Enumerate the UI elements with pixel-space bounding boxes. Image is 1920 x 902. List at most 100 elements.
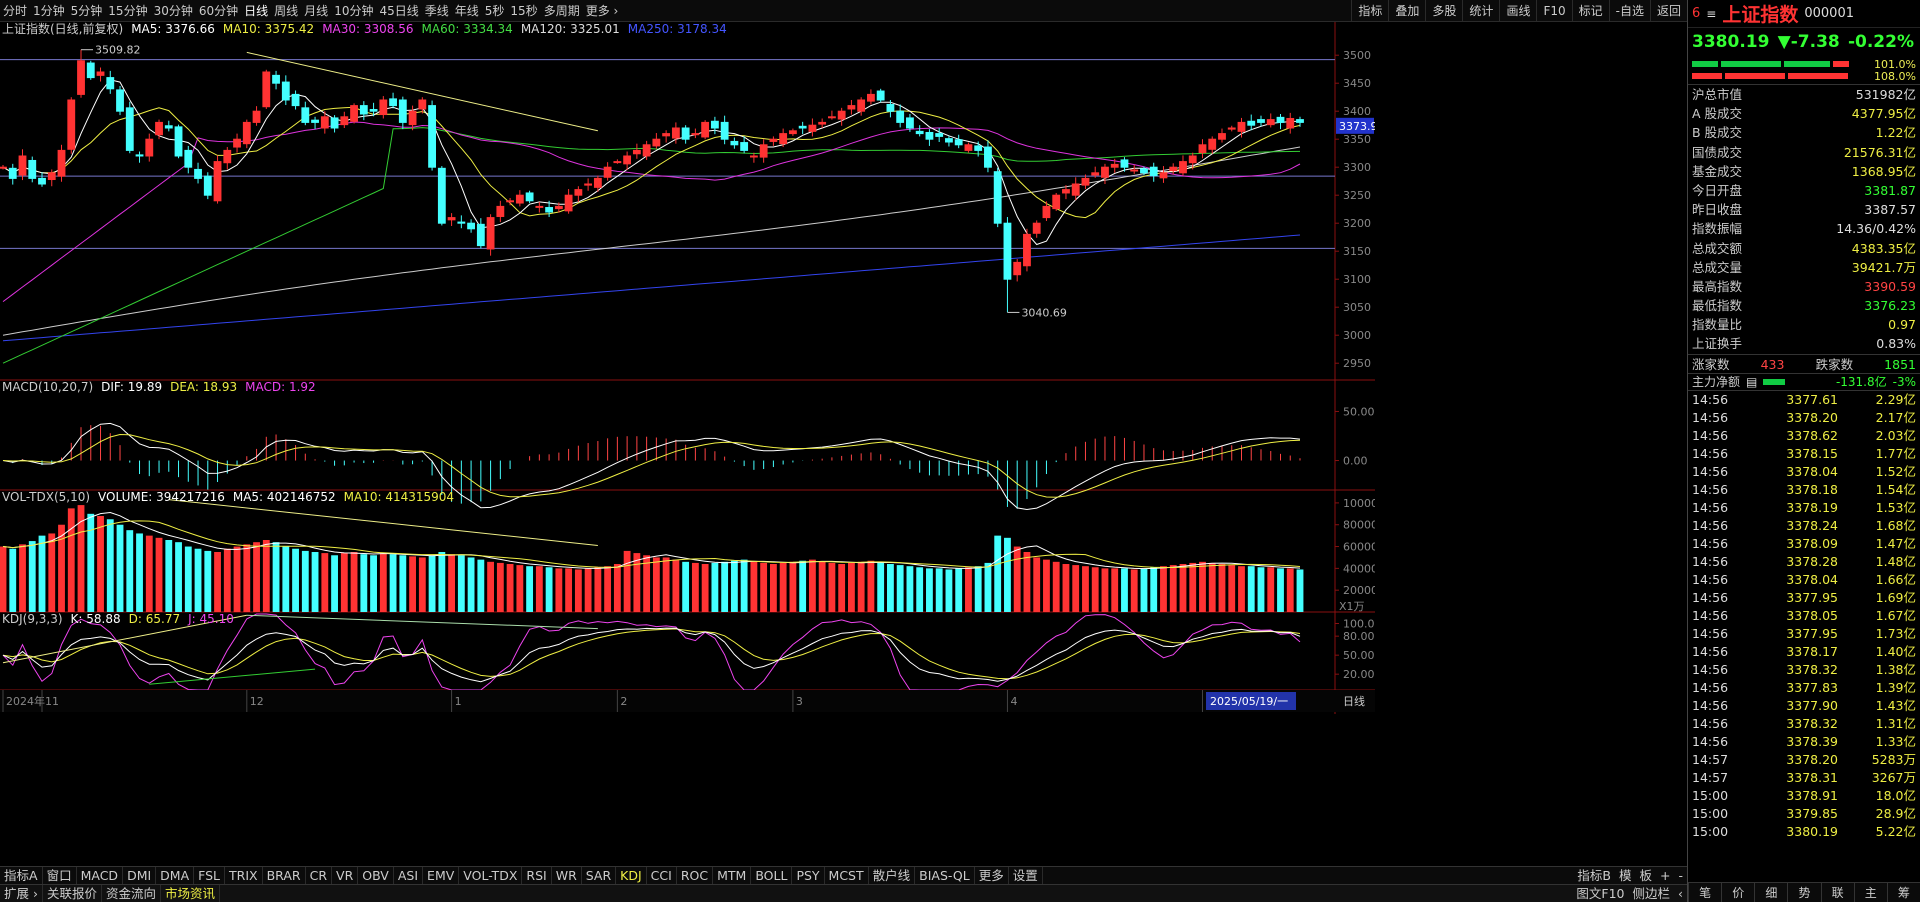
period-tab[interactable]: 1分钟 bbox=[33, 3, 65, 18]
quote-tab[interactable]: 笔 bbox=[1688, 883, 1721, 902]
indicator-tab[interactable]: CR bbox=[306, 866, 333, 885]
indicator-tab[interactable]: KDJ bbox=[616, 866, 647, 885]
indicator-tab[interactable]: MCST bbox=[825, 866, 869, 885]
tool-button[interactable]: F10 bbox=[1536, 0, 1571, 22]
status-button[interactable]: 侧边栏 bbox=[1632, 885, 1670, 901]
indicator-right-button[interactable]: 板 bbox=[1639, 867, 1652, 883]
stat-label: 上证换手 bbox=[1692, 336, 1743, 352]
candle-body bbox=[125, 107, 134, 151]
status-tab[interactable]: 资金流向 bbox=[102, 884, 162, 902]
status-tab[interactable]: 关联报价 bbox=[43, 884, 102, 902]
tool-button[interactable]: -自选 bbox=[1608, 0, 1650, 22]
status-button[interactable]: 图文F10 bbox=[1576, 885, 1625, 901]
indicator-tab[interactable]: BIAS-QL bbox=[915, 866, 975, 885]
tool-button[interactable]: 叠加 bbox=[1388, 0, 1425, 22]
indicator-tab[interactable]: ROC bbox=[677, 866, 714, 885]
volume-bar bbox=[945, 569, 953, 612]
period-tab[interactable]: 月线 bbox=[304, 3, 329, 18]
stat-row: 最高指数 3390.59 bbox=[1688, 277, 1920, 296]
volume-bar bbox=[887, 564, 894, 612]
indicator-tab[interactable]: SAR bbox=[582, 866, 617, 885]
indicator-right-button[interactable]: 模 bbox=[1618, 867, 1632, 883]
chart-area[interactable]: 2950300030503100315032003250330033503400… bbox=[0, 22, 1375, 866]
indicator-tab[interactable]: RSI bbox=[522, 866, 552, 885]
indicator-tab[interactable]: VOL-TDX bbox=[459, 866, 523, 885]
tick-list[interactable]: 14:56 3377.61 2.29亿 14:56 3378.20 2.17亿 14:56 3… bbox=[1688, 391, 1920, 841]
status-tab[interactable]: 扩展 › bbox=[0, 884, 43, 902]
period-tab[interactable]: 周线 bbox=[274, 3, 299, 18]
quote-tab[interactable]: 价 bbox=[1721, 883, 1754, 902]
indicator-tab[interactable]: FSL bbox=[194, 866, 226, 885]
candle-body bbox=[1130, 169, 1139, 172]
quote-tab[interactable]: 筹 bbox=[1886, 883, 1920, 902]
indicator-tab[interactable]: VR bbox=[332, 866, 359, 885]
tool-button[interactable]: 统计 bbox=[1462, 0, 1499, 22]
candle-body bbox=[584, 183, 593, 186]
status-button[interactable]: ‹ bbox=[1678, 885, 1683, 901]
tick-volume: 1.54亿 bbox=[1875, 481, 1916, 497]
candle-body bbox=[525, 192, 534, 202]
kdj-j-line bbox=[2, 613, 1301, 691]
flow-table-icon[interactable]: ▤ bbox=[1746, 374, 1758, 389]
indicator-tab[interactable]: TRIX bbox=[225, 866, 263, 885]
indicator-tab[interactable]: 更多 bbox=[975, 866, 1009, 885]
quote-tab[interactable]: 细 bbox=[1754, 883, 1787, 902]
candle-body bbox=[1081, 177, 1090, 186]
quote-tab[interactable]: 联 bbox=[1820, 883, 1854, 902]
indicator-right-button[interactable]: 指标B bbox=[1577, 867, 1611, 883]
indicator-right-button[interactable]: - bbox=[1678, 867, 1683, 883]
period-tab[interactable]: 分时 bbox=[3, 3, 28, 18]
menu-icon[interactable]: ≡ bbox=[1706, 6, 1717, 21]
candle-body bbox=[330, 117, 339, 129]
volume-bar bbox=[682, 561, 690, 612]
indicator-tab[interactable]: 设置 bbox=[1009, 866, 1043, 885]
indicator-tab[interactable]: MACD bbox=[77, 866, 124, 885]
tick-volume: 1.66亿 bbox=[1875, 571, 1916, 587]
tool-button[interactable]: 标记 bbox=[1571, 0, 1609, 22]
candle-body bbox=[1257, 119, 1265, 123]
quote-tab[interactable]: 势 bbox=[1787, 883, 1820, 902]
period-tab[interactable]: 多周期 bbox=[543, 3, 580, 18]
current-price-label: 3373.9 bbox=[1339, 120, 1375, 133]
candle-body bbox=[652, 138, 661, 147]
indicator-tab[interactable]: CCI bbox=[647, 866, 677, 885]
indicator-right-button[interactable]: + bbox=[1660, 867, 1671, 883]
indicator-tab[interactable]: OBV bbox=[358, 866, 394, 885]
period-tab[interactable]: 5秒 bbox=[484, 3, 505, 18]
period-tab[interactable]: 10分钟 bbox=[334, 3, 374, 18]
indicator-tab[interactable]: 散户线 bbox=[869, 866, 916, 885]
indicator-tab[interactable]: PSY bbox=[792, 866, 825, 885]
indicator-tab[interactable]: DMA bbox=[156, 866, 195, 885]
indicator-tab[interactable]: ASI bbox=[394, 866, 424, 885]
period-tab[interactable]: 5分钟 bbox=[70, 3, 103, 18]
indicator-tab[interactable]: 窗口 bbox=[43, 866, 77, 885]
tool-button[interactable]: 指标 bbox=[1351, 0, 1388, 22]
tool-button[interactable]: 返回 bbox=[1649, 0, 1687, 22]
period-tab[interactable]: 15分钟 bbox=[108, 3, 148, 18]
volume-axis-label: 100000 bbox=[1343, 497, 1375, 510]
period-tab[interactable]: 60分钟 bbox=[198, 3, 239, 18]
indicator-tab[interactable]: 指标A bbox=[0, 866, 43, 885]
quote-tab[interactable]: 主 bbox=[1853, 883, 1887, 902]
period-tab[interactable]: 更多 › bbox=[585, 3, 619, 18]
tool-button[interactable]: 画线 bbox=[1499, 0, 1536, 22]
period-tab[interactable]: 15秒 bbox=[510, 3, 538, 18]
period-tab[interactable]: 季线 bbox=[424, 3, 449, 18]
status-tab[interactable]: 市场资讯 bbox=[161, 884, 221, 902]
indicator-tab[interactable]: MTM bbox=[713, 866, 752, 885]
period-tab[interactable]: 30分钟 bbox=[153, 3, 193, 18]
indicator-tab[interactable]: WR bbox=[552, 866, 582, 885]
period-tab[interactable]: 年线 bbox=[454, 3, 479, 18]
indicator-tab[interactable]: BRAR bbox=[263, 866, 306, 885]
indicator-tab[interactable]: DMI bbox=[123, 866, 157, 885]
volume-bar bbox=[496, 562, 504, 612]
indicator-tab[interactable]: BOLL bbox=[751, 866, 793, 885]
indicator-tab[interactable]: EMV bbox=[423, 866, 460, 885]
stat-value: 1368.95亿 bbox=[1851, 163, 1916, 179]
tick-price: 3378.28 bbox=[1786, 553, 1838, 569]
period-tab[interactable]: 日线 bbox=[244, 3, 269, 18]
period-tab[interactable]: 45日线 bbox=[379, 3, 419, 18]
tool-button[interactable]: 多股 bbox=[1425, 0, 1462, 22]
indicator-tabbar: 指标A 窗口 MACD DMI DMA FSL TRIX BRAR CR VR OBV ASI EMV V… bbox=[0, 866, 1687, 885]
date-label: 2 bbox=[620, 695, 627, 708]
